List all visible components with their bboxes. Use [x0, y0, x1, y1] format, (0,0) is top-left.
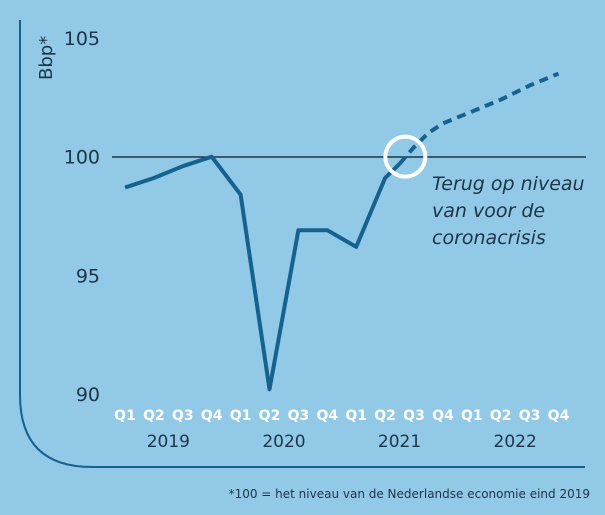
series-forecast: [398, 71, 560, 166]
quarter-tick-5: Q2: [259, 408, 281, 424]
quarter-tick-10: Q3: [403, 408, 425, 424]
quarter-tick-9: Q2: [374, 408, 396, 424]
quarter-tick-3: Q4: [201, 408, 223, 424]
year-tick-2021: 2021: [378, 432, 421, 452]
annotation-line-2: van voor de: [432, 200, 545, 222]
y-tick-105: 105: [64, 28, 100, 50]
annotation-line-3: coronacrisis: [432, 227, 546, 249]
year-ticks: 2019 2020 2021 2022: [147, 432, 537, 452]
annotation-line-1: Terug op niveau: [432, 173, 585, 195]
y-tick-95: 95: [76, 265, 100, 287]
quarter-tick-15: Q4: [548, 408, 570, 424]
year-tick-2022: 2022: [494, 432, 537, 452]
crossing-highlight-circle: [383, 134, 428, 179]
y-tick-90: 90: [76, 384, 100, 406]
quarter-tick-12: Q1: [461, 408, 483, 424]
quarter-tick-2: Q3: [172, 408, 194, 424]
quarter-tick-1: Q2: [143, 408, 165, 424]
quarter-tick-14: Q3: [519, 408, 541, 424]
footnote: *100 = het niveau van de Nederlandse eco…: [229, 487, 590, 501]
quarter-tick-8: Q1: [345, 408, 367, 424]
quarter-tick-6: Q3: [288, 408, 310, 424]
quarter-ticks: Q1 Q2 Q3 Q4 Q1 Q2 Q3 Q4 Q1 Q2 Q3 Q4 Q1 Q2 Q3 Q4: [114, 408, 569, 424]
quarter-tick-13: Q2: [490, 408, 512, 424]
y-tick-100: 100: [64, 147, 100, 169]
year-tick-2020: 2020: [262, 432, 305, 452]
y-axis-label: Bbp*: [36, 36, 57, 80]
data-series: [124, 71, 560, 392]
quarter-tick-4: Q1: [230, 408, 252, 424]
annotation: Terug op niveau van voor de coronacrisis: [432, 173, 591, 249]
series-actual: [124, 154, 401, 392]
year-tick-2019: 2019: [147, 432, 190, 452]
quarter-tick-0: Q1: [114, 408, 136, 424]
quarter-tick-7: Q4: [316, 408, 338, 424]
y-ticks: 90 95 100 105: [64, 28, 100, 406]
quarter-tick-11: Q4: [432, 408, 454, 424]
chart-frame: [19, 20, 585, 468]
